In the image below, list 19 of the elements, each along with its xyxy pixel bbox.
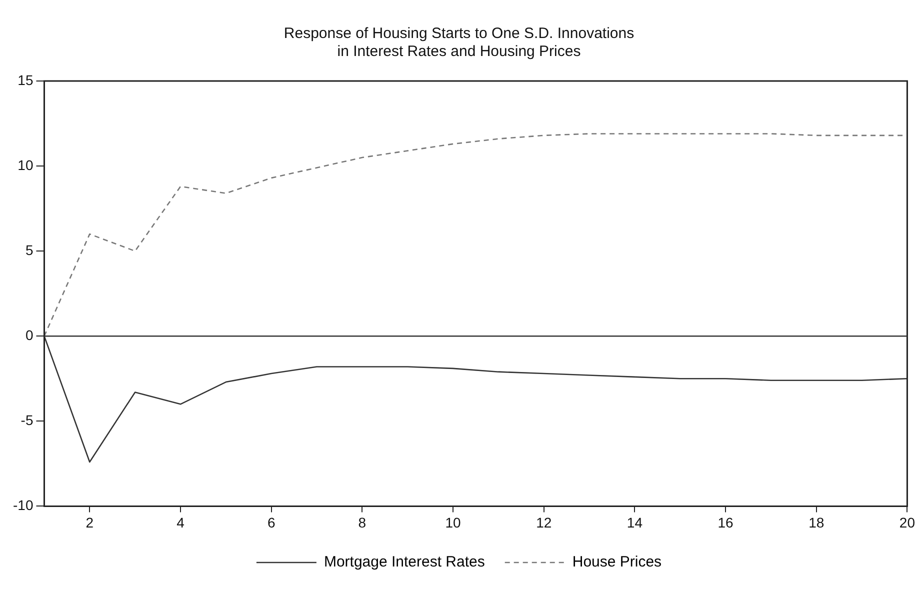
x-tick-label: 18 xyxy=(808,514,824,530)
y-tick-label: 0 xyxy=(25,326,34,343)
legend-label: House Prices xyxy=(572,554,662,571)
y-tick-label: 5 xyxy=(25,242,34,258)
x-tick-label: 14 xyxy=(626,514,643,530)
y-tick-label: 10 xyxy=(18,156,34,173)
legend-label: Mortgage Interest Rates xyxy=(324,554,485,571)
x-tick-label: 16 xyxy=(718,514,734,530)
x-tick-label: 8 xyxy=(358,514,366,530)
x-tick-label: 6 xyxy=(267,514,276,530)
x-tick-label: 12 xyxy=(536,514,552,530)
y-tick-label: -5 xyxy=(20,412,34,428)
y-tick-label: -10 xyxy=(13,497,34,514)
x-tick-label: 20 xyxy=(899,514,916,530)
x-tick-label: 2 xyxy=(86,514,94,530)
x-tick-label: 4 xyxy=(176,514,185,530)
y-tick-label: 15 xyxy=(18,72,34,88)
chart-title: Response of Housing Starts to One S.D. Innovations in Interest Rates and Housing Prices xyxy=(284,25,634,60)
x-tick-label: 10 xyxy=(445,514,462,530)
